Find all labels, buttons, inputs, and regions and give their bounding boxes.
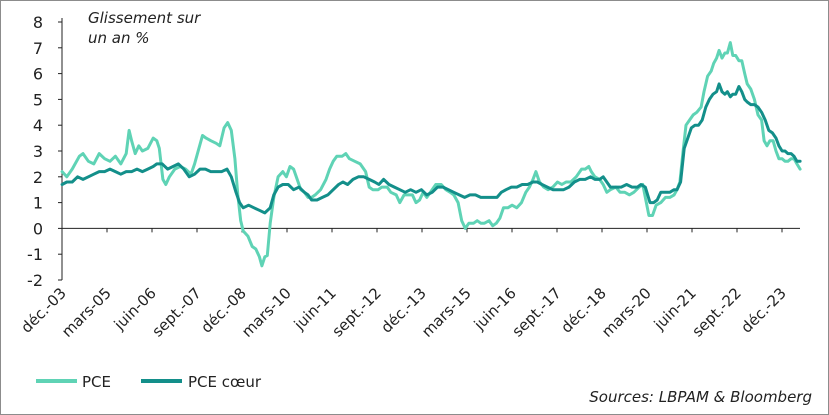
y-tick-label: 0 [33,219,43,238]
y-tick-label: 8 [33,13,43,32]
x-tick-label: mars-15 [418,284,475,341]
y-tick-label: 6 [33,65,43,84]
y-tick-label: 2 [33,168,43,187]
y-tick-label: 7 [33,39,43,58]
series-line-pce [60,41,802,268]
y-tick-label: -1 [27,245,43,264]
chart-annotation: Glissement sur [88,9,201,27]
x-tick-label: mars-20 [598,284,655,341]
y-tick-label: 5 [33,90,43,109]
x-tick-label: mars-10 [238,284,295,341]
series-line-pce-core [60,82,802,215]
source-note: Sources: LBPAM & Bloomberg [589,388,812,406]
x-tick-label: mars-05 [58,284,115,341]
y-tick-label: 1 [33,194,43,213]
x-tick-label: sept.-07 [148,284,204,340]
x-tick-label: sept.-22 [688,284,744,340]
y-tick-label: 3 [33,142,43,161]
x-tick-label: sept.-17 [508,284,564,340]
x-tick-label: sept.-12 [328,284,384,340]
x-tick-label: déc.-23 [737,284,790,337]
y-tick-label: -2 [27,271,43,290]
legend-label: PCE cœur [188,373,262,391]
y-tick-label: 4 [33,116,43,135]
legend-label: PCE [82,373,111,391]
chart-annotation: un an % [88,29,150,47]
